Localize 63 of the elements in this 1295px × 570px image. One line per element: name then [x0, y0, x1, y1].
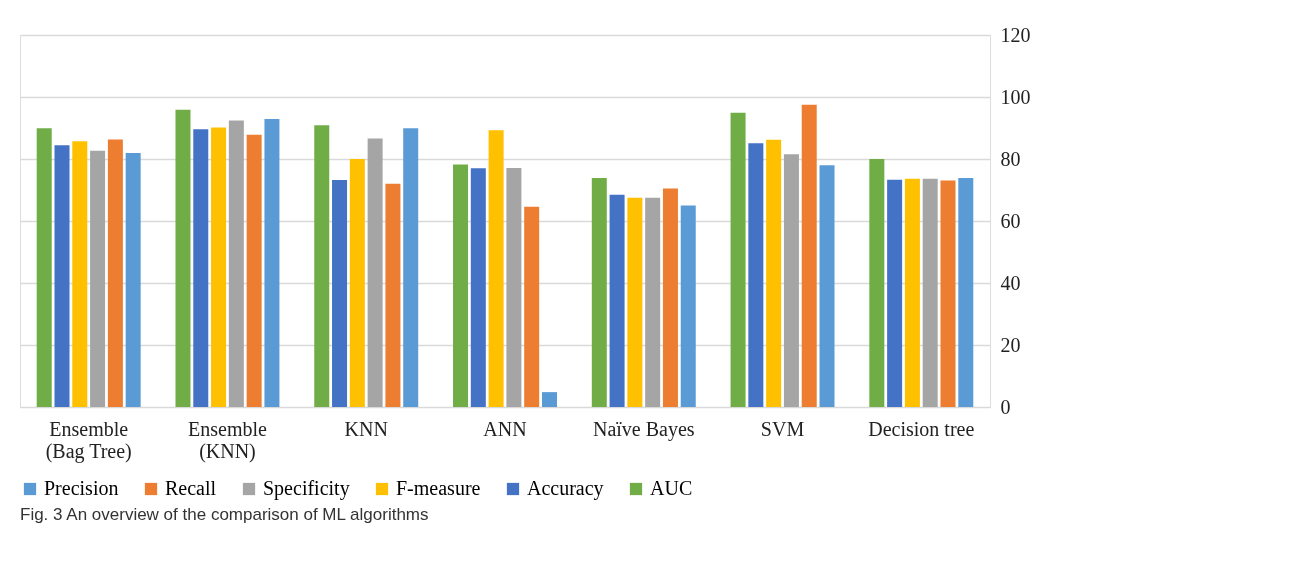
- bar: [36, 128, 52, 407]
- y-tick-label: 80: [1000, 147, 1021, 170]
- bar: [175, 109, 191, 407]
- bar: [887, 179, 903, 407]
- x-tick-label: ANN: [483, 417, 527, 440]
- bar: [246, 134, 262, 407]
- bar: [869, 159, 885, 407]
- x-tick-label: Naïve Bayes: [592, 417, 695, 441]
- bar: [591, 177, 607, 407]
- bar: [680, 205, 696, 407]
- bar: [940, 180, 956, 407]
- x-tick-label: SVM: [760, 417, 805, 440]
- y-tick-label: 120: [1000, 23, 1031, 46]
- bar: [958, 177, 974, 407]
- bar: [264, 119, 280, 407]
- bar: [107, 139, 123, 407]
- bar: [228, 120, 244, 407]
- bar: [367, 138, 383, 407]
- x-tick-label: KNN: [344, 417, 388, 440]
- legend-label: Recall: [165, 477, 217, 499]
- bar: [922, 178, 938, 407]
- bar: [72, 141, 88, 407]
- bar: [470, 168, 486, 407]
- x-tick-label: Ensemble (KNN): [188, 417, 268, 463]
- bar: [748, 143, 764, 407]
- legend-label: Precision: [44, 477, 119, 499]
- bar: [766, 139, 782, 407]
- legend-label: F-measure: [396, 477, 481, 499]
- legend-label: Accuracy: [527, 477, 604, 500]
- bar: [54, 145, 70, 407]
- bar: [819, 165, 835, 407]
- x-tick-label: Ensemble (Bag Tree): [45, 417, 132, 463]
- bar: [609, 194, 625, 407]
- y-tick-label: 100: [1000, 85, 1031, 108]
- legend-label: Specificity: [263, 477, 350, 500]
- y-tick-label: 20: [1000, 333, 1021, 356]
- legend-label: AUC: [650, 477, 693, 499]
- bar: [403, 128, 419, 407]
- y-tick-label: 40: [1000, 271, 1021, 294]
- bar: [193, 129, 209, 407]
- bar: [506, 167, 522, 407]
- x-tick-label: Decision tree: [868, 417, 975, 440]
- bar: [524, 206, 540, 407]
- bar: [349, 159, 365, 407]
- bar: [645, 197, 661, 407]
- bar: [783, 154, 799, 407]
- bar: [541, 392, 557, 407]
- bar: [801, 104, 817, 407]
- y-tick-label: 0: [1000, 395, 1011, 418]
- bar: [730, 112, 746, 407]
- y-tick-label: 60: [1000, 209, 1021, 232]
- bar: [90, 150, 106, 407]
- bar: [453, 164, 469, 407]
- bar: [627, 197, 643, 407]
- bar: [314, 125, 330, 407]
- bar: [662, 188, 678, 407]
- bar: [332, 180, 348, 407]
- bar: [488, 130, 504, 407]
- bar: [125, 153, 141, 407]
- bar: [385, 183, 401, 407]
- caption: Fig. 3 An overview of the comparison of ML algorithms: [20, 505, 429, 524]
- bar: [904, 178, 920, 407]
- bar: [211, 127, 227, 407]
